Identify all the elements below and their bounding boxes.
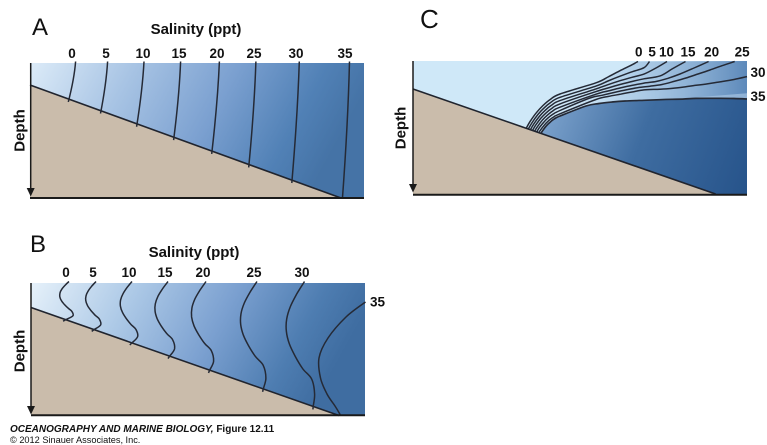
svg-text:Depth: Depth [393,107,410,150]
svg-text:15: 15 [680,45,696,60]
svg-text:C: C [420,4,439,34]
svg-text:35: 35 [337,46,353,61]
svg-text:Depth: Depth [12,330,29,373]
svg-text:B: B [30,231,46,258]
svg-text:35: 35 [750,89,766,104]
svg-text:20: 20 [704,45,719,60]
svg-text:25: 25 [246,265,262,280]
svg-text:0: 0 [635,45,643,60]
svg-text:Depth: Depth [12,109,29,152]
svg-text:20: 20 [209,46,224,61]
svg-text:25: 25 [246,46,262,61]
svg-text:30: 30 [288,46,303,61]
svg-text:10: 10 [121,265,136,280]
svg-text:30: 30 [750,65,765,80]
svg-text:Salinity (ppt): Salinity (ppt) [151,21,242,38]
svg-text:5: 5 [89,265,97,280]
svg-text:5: 5 [102,46,110,61]
svg-text:10: 10 [135,46,150,61]
svg-text:5: 5 [648,45,656,60]
svg-text:Salinity (ppt): Salinity (ppt) [149,244,240,261]
svg-text:30: 30 [294,265,309,280]
svg-text:OCEANOGRAPHY AND MARINE BIOLOG: OCEANOGRAPHY AND MARINE BIOLOGY, Figure … [10,424,275,435]
svg-text:25: 25 [735,45,751,60]
svg-text:35: 35 [370,295,386,310]
svg-text:15: 15 [171,46,187,61]
svg-text:A: A [32,14,48,41]
svg-text:15: 15 [157,265,173,280]
svg-text:0: 0 [68,46,76,61]
svg-text:0: 0 [62,265,70,280]
svg-text:20: 20 [195,265,210,280]
svg-text:10: 10 [659,45,674,60]
svg-text:© 2012 Sinauer Associates, Inc: © 2012 Sinauer Associates, Inc. [10,435,140,445]
